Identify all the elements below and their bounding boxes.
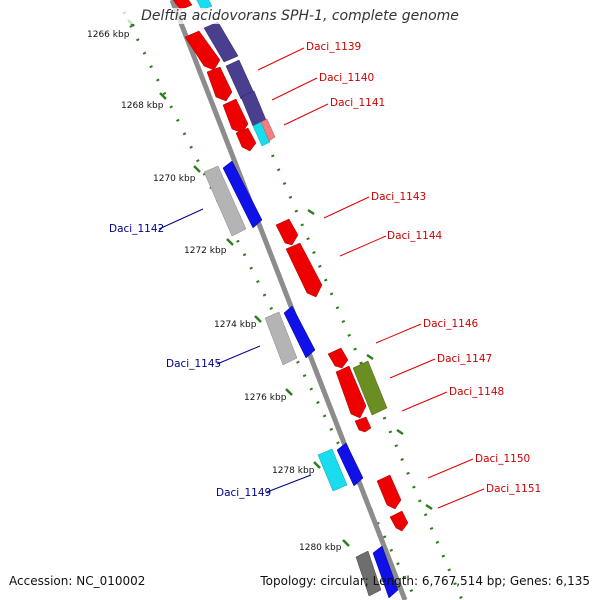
kbp-label-1280: 1280 kbp — [299, 543, 342, 553]
genome-backbone — [169, 0, 408, 600]
outer-tick — [366, 353, 374, 361]
kbp-label-1268: 1268 kbp — [121, 101, 164, 111]
gene-arrow-daci-1149-blue[interactable] — [336, 442, 364, 487]
accession-label: Accession: NC_010002 — [9, 574, 146, 588]
outer-tick — [307, 208, 315, 216]
gene-arrow-daci-1147-red[interactable] — [335, 365, 367, 419]
leader-line-daci-1142 — [158, 208, 204, 230]
leader-line-daci-1144 — [339, 235, 387, 257]
gene-arrow-daci-1145-blue[interactable] — [283, 305, 316, 359]
leader-line-daci-1145 — [216, 345, 261, 365]
gene-label-daci-1141[interactable]: Daci_1141 — [330, 97, 385, 109]
gene-arrow-daci-1151-red[interactable] — [389, 510, 409, 532]
kbp-tick-1278 — [313, 461, 321, 469]
leader-line-daci-1140 — [271, 77, 318, 101]
gene-label-daci-1140[interactable]: Daci_1140 — [319, 72, 374, 84]
kbp-label-1278: 1278 kbp — [272, 466, 315, 476]
leader-line-daci-1149 — [266, 474, 312, 493]
kbp-label-1274: 1274 kbp — [214, 320, 257, 330]
kbp-label-1270: 1270 kbp — [153, 174, 196, 184]
gene-arrow-top-cyan[interactable] — [194, 0, 213, 11]
kbp-tick-1276 — [285, 388, 293, 396]
genome-title: Delftia acidovorans SPH-1, complete geno… — [120, 8, 480, 24]
gene-arrow-daci-1144-red[interactable] — [285, 242, 323, 298]
leader-line-daci-1148 — [401, 391, 448, 412]
gene-label-daci-1150[interactable]: Daci_1150 — [475, 453, 530, 465]
leader-line-daci-1147 — [389, 358, 436, 379]
gene-arrow-bottom-gray[interactable] — [355, 550, 382, 597]
gene-label-daci-1145[interactable]: Daci_1145 — [166, 358, 221, 370]
gene-arrow-daci-1147-olive[interactable] — [352, 360, 388, 416]
gene-label-daci-1142[interactable]: Daci_1142 — [109, 223, 164, 235]
gene-label-daci-1146[interactable]: Daci_1146 — [423, 318, 479, 330]
kbp-label-1272: 1272 kbp — [184, 246, 227, 256]
gene-arrow-daci-1143-red[interactable] — [275, 218, 299, 246]
gene-arrow-daci-1140-red[interactable] — [206, 66, 233, 102]
gene-arrow-daci-1149-cyan[interactable] — [317, 448, 348, 492]
gene-arrow-daci-1148-red[interactable] — [354, 416, 372, 433]
outer-tick — [425, 503, 433, 511]
gene-arrow-bottom-blue[interactable] — [372, 545, 399, 599]
gene-label-daci-1147[interactable]: Daci_1147 — [437, 353, 492, 365]
gene-label-daci-1143[interactable]: Daci_1143 — [371, 191, 426, 203]
gene-label-daci-1144[interactable]: Daci_1144 — [387, 230, 443, 242]
kbp-tick-1280 — [342, 539, 350, 547]
leader-line-daci-1141 — [283, 103, 329, 126]
kbp-tick-1272 — [226, 238, 234, 246]
gene-label-daci-1139[interactable]: Daci_1139 — [306, 41, 361, 53]
kbp-tick-1268 — [159, 92, 167, 100]
gene-arrow-top-red[interactable] — [170, 0, 193, 11]
gene-arrow-daci-1145-gray[interactable] — [264, 311, 298, 366]
leader-line-daci-1151 — [437, 488, 485, 509]
kbp-tick-1270 — [193, 165, 201, 173]
leader-line-daci-1146 — [375, 323, 422, 344]
kbp-tick-1274 — [254, 315, 262, 323]
gene-arrow-daci-1139-red[interactable] — [184, 30, 221, 71]
gene-arrow-daci-1141-red[interactable] — [222, 98, 249, 134]
gene-label-daci-1149[interactable]: Daci_1149 — [216, 487, 271, 499]
gene-arrow-daci-1141-cyan[interactable] — [252, 121, 271, 147]
gene-arrow-daci-1141-pink[interactable] — [260, 118, 276, 142]
kbp-label-1276: 1276 kbp — [244, 393, 287, 403]
gene-arrow-daci-1139-purple[interactable] — [203, 21, 239, 63]
genome-summary-label: Topology: circular; Length: 6,767,514 bp… — [260, 574, 590, 588]
leader-line-daci-1139 — [257, 47, 305, 71]
outer-guide-track — [241, 85, 464, 600]
leader-line-daci-1150 — [427, 458, 474, 479]
gene-label-daci-1148[interactable]: Daci_1148 — [449, 386, 504, 398]
gene-label-daci-1151[interactable]: Daci_1151 — [486, 483, 541, 495]
gene-arrow-daci-1142-gray[interactable] — [203, 165, 247, 237]
outer-tick — [396, 428, 404, 436]
gene-arrow-daci-1150-red[interactable] — [376, 474, 402, 510]
gene-arrow-small-red[interactable] — [235, 127, 257, 152]
leader-line-daci-1143 — [323, 196, 370, 219]
kbp-label-1266: 1266 kbp — [87, 30, 130, 40]
gene-arrow-daci-1146-red[interactable] — [327, 347, 349, 369]
gene-arrow-daci-1142-blue[interactable] — [222, 160, 263, 229]
